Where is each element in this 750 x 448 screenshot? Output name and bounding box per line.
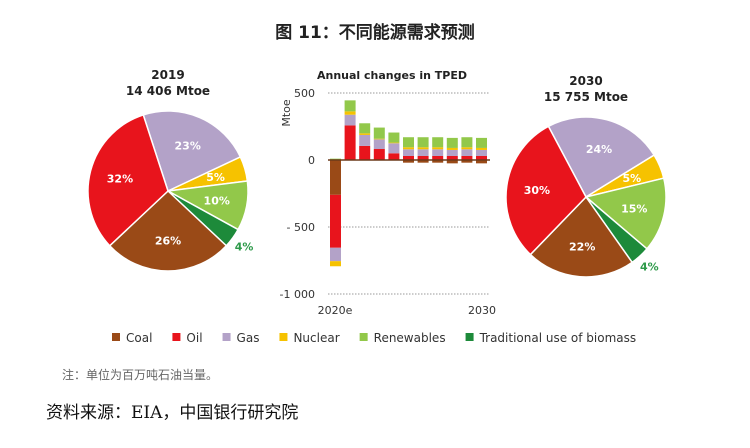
pie-label: 4% — [640, 260, 659, 273]
bar-segment-nuclear — [461, 147, 473, 150]
bar-segment-oil — [417, 155, 429, 160]
pie-slice-coal — [108, 189, 228, 272]
bar-segment-nuclear — [344, 111, 356, 115]
bar-segment-gas — [388, 143, 400, 154]
y-tick-label: - 500 — [287, 221, 315, 234]
bar-segment-oil — [344, 125, 356, 160]
bar-segment-renewables — [446, 137, 458, 148]
pie-label: 5% — [206, 171, 225, 184]
bar-segment-renewables — [359, 123, 371, 134]
pie-slice-coal — [529, 195, 634, 278]
bar-segment-nuclear — [432, 147, 444, 150]
pie-label: 5% — [622, 172, 641, 185]
bar-segment-coal — [417, 160, 429, 163]
y-tick-label: -1 000 — [280, 288, 315, 301]
legend-swatch — [172, 333, 181, 341]
pie-subtitle: 14 406 Mtoe — [126, 84, 210, 98]
bar-segment-renewables — [461, 137, 473, 148]
bar-segment-renewables — [432, 137, 444, 148]
bar-segment-oil — [330, 194, 341, 248]
pie-label: 15% — [621, 202, 647, 215]
bar-segment-gas — [373, 139, 385, 150]
y-tick-label: 500 — [294, 87, 315, 100]
pie-title: 2019 — [151, 68, 184, 82]
bar-segment-oil — [446, 155, 458, 160]
legend-item: Renewables — [374, 331, 446, 345]
pie-label: 23% — [175, 139, 201, 152]
bar-segment-renewables — [373, 127, 385, 139]
bar-segment-nuclear — [403, 147, 414, 150]
bar-segment-renewables — [476, 137, 487, 148]
bar-segment-nuclear — [373, 138, 385, 140]
pie-label: 30% — [524, 184, 550, 197]
bar-segment-gas — [446, 149, 458, 156]
pie-label: 22% — [569, 240, 595, 253]
pie-label: 32% — [107, 173, 133, 186]
bar-segment-oil — [476, 155, 487, 160]
source-text: 资料来源：EIA，中国银行研究院 — [46, 403, 299, 423]
bar-segment-gas — [330, 247, 341, 262]
bar-segment-nuclear — [476, 147, 487, 150]
pie-slice-oil — [505, 125, 587, 256]
bar-title: Annual changes in TPED — [317, 69, 467, 82]
bar-segment-gas — [461, 149, 473, 156]
bar-segment-renewables — [388, 132, 400, 143]
bar-segment-oil — [359, 145, 371, 160]
bar-segment-coal — [476, 160, 487, 164]
legend-item: Nuclear — [293, 331, 339, 345]
legend-swatch — [222, 333, 231, 341]
legend-item: Oil — [186, 331, 202, 345]
pie-label: 10% — [204, 194, 230, 207]
legend-swatch — [359, 333, 368, 341]
bar-segment-gas — [359, 134, 371, 146]
legend-item: Gas — [237, 331, 260, 345]
figure-title: 图 11：不同能源需求预测 — [275, 23, 475, 43]
bar-segment-nuclear — [388, 142, 400, 144]
bar-segment-gas — [417, 149, 429, 156]
bar-segment-oil — [403, 155, 414, 160]
x-tick-label: 2030 — [468, 304, 496, 317]
bar-segment-gas — [432, 149, 444, 156]
bar-segment-gas — [476, 149, 487, 156]
bar-segment-gas — [344, 114, 356, 126]
pie-label: 4% — [235, 240, 254, 253]
bar-segment-oil — [461, 155, 473, 160]
bar-segment-coal — [432, 160, 444, 163]
pie-slice-gas — [142, 110, 242, 193]
pie-slice-gas — [547, 116, 656, 199]
bar-segment-renewables — [344, 100, 356, 112]
bar-segment-nuclear — [330, 261, 341, 267]
y-axis-label: Mtoe — [280, 99, 293, 127]
legend-swatch — [465, 333, 474, 341]
legend-swatch — [112, 333, 120, 341]
pie-label: 24% — [586, 143, 612, 156]
bar-segment-oil — [432, 155, 444, 160]
pie-slice-oil — [87, 113, 169, 247]
bar-segment-oil — [388, 153, 400, 160]
bar-segment-nuclear — [446, 147, 458, 150]
bar-segment-oil — [373, 149, 385, 160]
bar-segment-renewables — [403, 137, 414, 148]
pie-slice-renewables — [584, 177, 667, 250]
y-tick-label: 0 — [308, 154, 315, 167]
unit-note: 注：单位为百万吨石油当量。 — [62, 368, 219, 382]
legend-item: Traditional use of biomass — [479, 331, 637, 345]
pie-title: 2030 — [569, 74, 602, 88]
pie-label: 26% — [155, 235, 181, 248]
bar-segment-coal — [461, 160, 473, 163]
bar-segment-coal — [330, 160, 341, 195]
bar-segment-coal — [446, 160, 458, 164]
legend-swatch — [279, 333, 288, 341]
pie-subtitle: 15 755 Mtoe — [544, 90, 628, 104]
bar-segment-coal — [403, 160, 414, 163]
legend-item: Coal — [126, 331, 152, 345]
bar-segment-renewables — [417, 137, 429, 148]
bar-segment-nuclear — [359, 133, 371, 135]
bar-segment-gas — [403, 149, 414, 156]
x-tick-label: 2020e — [318, 304, 353, 317]
bar-segment-nuclear — [417, 147, 429, 150]
